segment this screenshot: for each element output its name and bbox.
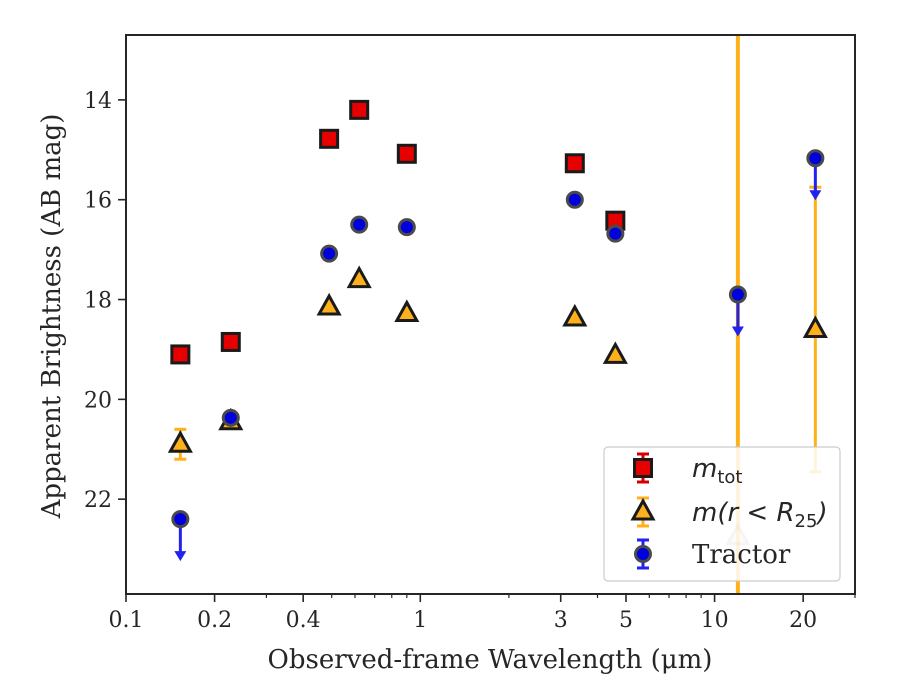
x-tick-label-1: 0.2 (197, 608, 232, 633)
x-tick-label-3: 1 (413, 608, 427, 633)
triangle-point-8 (802, 315, 828, 338)
x-tick-label-0: 0.1 (109, 608, 144, 633)
y-tick-label-0: 14 (84, 89, 112, 114)
circle-point-0-limit-arrow-head (174, 551, 187, 562)
circle-point-0 (171, 510, 190, 529)
circle-point-8-limit-arrow-head (809, 190, 822, 201)
square-point-4 (396, 143, 417, 164)
square-point-1 (220, 331, 241, 352)
x-axis-label: Observed-frame Wavelength (μm) (268, 645, 713, 675)
legend-label-tractor: Tractor (692, 540, 791, 570)
axis-ticks: 0.1 0.2 0.4 1 3 5 10 20 14 16 18 20 22 (84, 89, 856, 633)
y-axis-label: Apparent Brightness (AB mag) (37, 114, 67, 520)
y-tick-label-1: 16 (84, 189, 112, 214)
circle-point-8 (806, 149, 825, 168)
x-tick-label-6: 10 (701, 608, 729, 633)
plot-frame (125, 34, 856, 595)
x-tick-label-2: 0.4 (286, 608, 321, 633)
square-point-2 (319, 128, 340, 149)
legend-marker-circle (634, 545, 652, 563)
triangle-point-3 (346, 265, 372, 289)
circle-point-7 (728, 285, 747, 304)
series-circle (171, 149, 825, 562)
y-tick-label-2: 18 (84, 289, 112, 314)
x-tick-label-5: 5 (619, 608, 633, 633)
legend-box (603, 446, 841, 582)
circle-point-7-limit-arrow-head (731, 326, 744, 337)
y-tick-label-4: 22 (84, 488, 112, 513)
circle-point-4 (397, 218, 416, 237)
square-point-3 (349, 99, 370, 120)
triangle-point-0 (167, 430, 193, 453)
x-tick-label-4: 3 (554, 608, 568, 633)
circle-point-2 (320, 244, 339, 263)
legend-marker-triangle (630, 497, 656, 521)
square-point-5 (564, 153, 585, 174)
circle-point-5 (565, 190, 584, 209)
legend: mtot m(r < R25) Tractor (603, 446, 841, 582)
triangle-point-4 (394, 299, 420, 323)
triangle-point-6 (602, 341, 628, 364)
legend-markers (630, 452, 656, 570)
circle-point-6 (606, 224, 625, 243)
circle-point-3 (350, 215, 369, 234)
x-tick-label-7: 20 (789, 608, 817, 633)
circle-point-1 (221, 408, 240, 427)
triangle-point-2 (316, 292, 342, 316)
legend-marker-square (633, 458, 653, 478)
legend-label-mr25: m(r < R25) (692, 498, 828, 532)
legend-label-mtot: mtot (692, 454, 742, 488)
series-square (170, 99, 626, 365)
square-point-0 (170, 344, 191, 365)
triangle-point-5 (562, 303, 588, 327)
y-tick-label-3: 20 (84, 388, 112, 413)
